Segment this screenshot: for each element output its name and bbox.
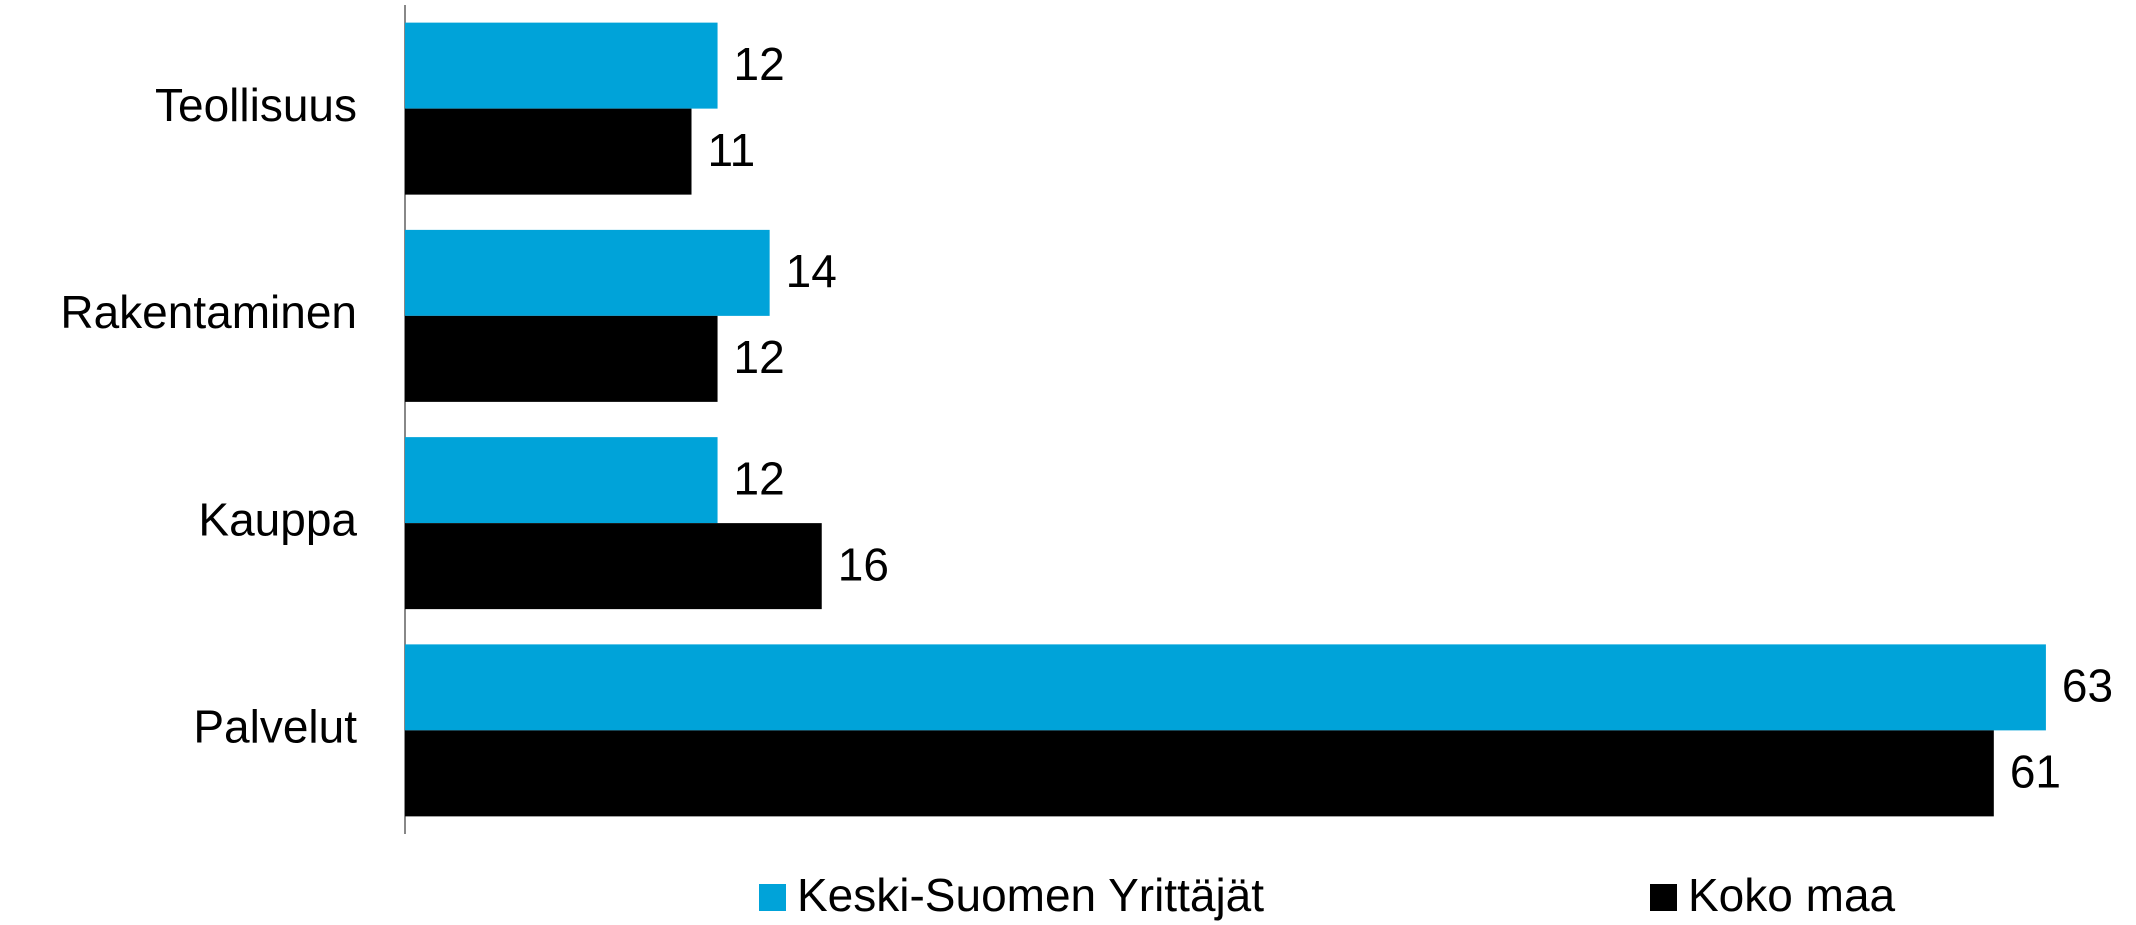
value-label: 63 [2062, 660, 2113, 712]
value-label: 61 [2010, 746, 2061, 798]
value-label: 12 [734, 452, 785, 504]
bar [405, 315, 718, 402]
value-label: 16 [838, 538, 889, 590]
category-label: Rakentaminen [60, 286, 357, 338]
value-label: 12 [734, 331, 785, 383]
value-label: 12 [734, 38, 785, 90]
category-label: Teollisuus [155, 79, 357, 131]
bar [405, 22, 718, 109]
bar [405, 730, 1994, 817]
category-label: Kauppa [198, 493, 357, 545]
bar [405, 437, 718, 524]
bar [405, 229, 770, 316]
bar [405, 523, 822, 610]
legend-label: Koko maa [1688, 869, 1896, 921]
legend-swatch [759, 884, 786, 911]
legend-swatch [1650, 884, 1677, 911]
value-label: 11 [708, 124, 756, 176]
bar [405, 644, 2046, 731]
legend-label: Keski-Suomen Yrittäjät [797, 869, 1264, 921]
category-label: Palvelut [193, 701, 357, 753]
bar [405, 108, 692, 195]
value-label: 14 [786, 245, 837, 297]
